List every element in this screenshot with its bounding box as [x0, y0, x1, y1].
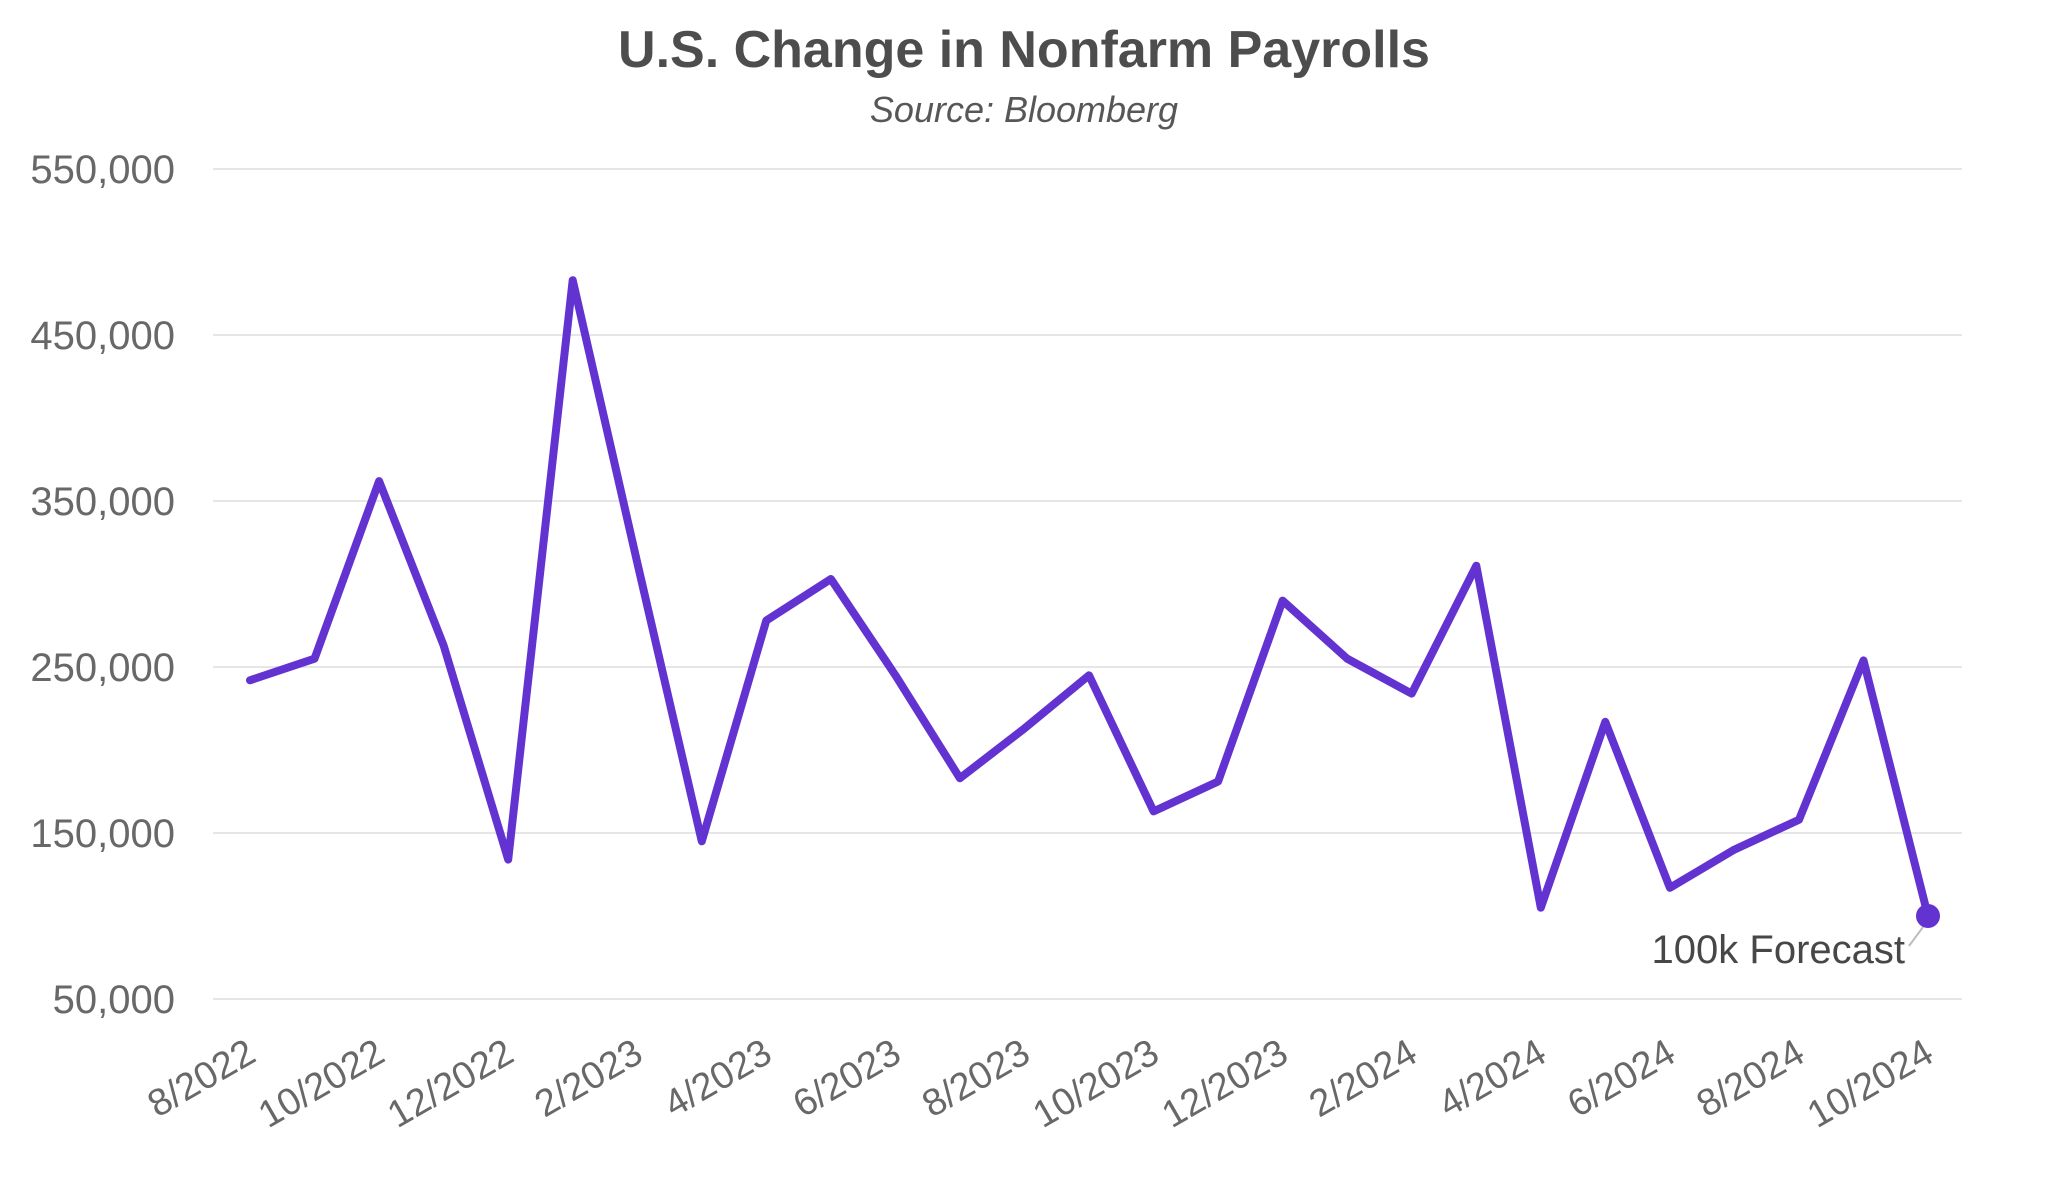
x-tick-label: 10/2023: [1026, 1031, 1166, 1136]
x-tick-label: 4/2024: [1432, 1031, 1554, 1125]
forecast-annotation-label: 100k Forecast: [1652, 928, 1905, 972]
x-tick-label: 10/2022: [252, 1031, 392, 1136]
chart-subtitle: Source: Bloomberg: [870, 89, 1178, 130]
y-axis-labels: 550,000 450,000 350,000 250,000 150,000 50,00…: [30, 148, 175, 1022]
x-tick-label: 6/2024: [1561, 1031, 1683, 1125]
x-tick-label: 8/2024: [1690, 1031, 1812, 1125]
gridlines: [213, 168, 1962, 1000]
x-tick-label: 2/2023: [528, 1031, 650, 1125]
y-tick-label: 50,000: [53, 978, 175, 1022]
y-tick-label: 550,000: [30, 148, 175, 192]
forecast-leader-line: [1908, 926, 1924, 947]
x-tick-label: 4/2023: [657, 1031, 779, 1125]
x-tick-label: 8/2022: [141, 1031, 263, 1125]
x-tick-label: 8/2023: [915, 1031, 1037, 1125]
y-tick-label: 150,000: [30, 812, 175, 856]
x-tick-label: 12/2023: [1155, 1031, 1295, 1136]
x-tick-label: 2/2024: [1303, 1031, 1425, 1125]
payrolls-line: [246, 276, 1932, 920]
y-tick-label: 350,000: [30, 480, 175, 524]
forecast-dot: [1916, 904, 1940, 928]
x-tick-label: 12/2022: [381, 1031, 521, 1136]
x-tick-label: 6/2023: [786, 1031, 908, 1125]
y-tick-label: 250,000: [30, 646, 175, 690]
x-tick-label: 10/2024: [1801, 1031, 1941, 1136]
y-tick-label: 450,000: [30, 314, 175, 358]
chart-title: U.S. Change in Nonfarm Payrolls: [618, 21, 1430, 79]
